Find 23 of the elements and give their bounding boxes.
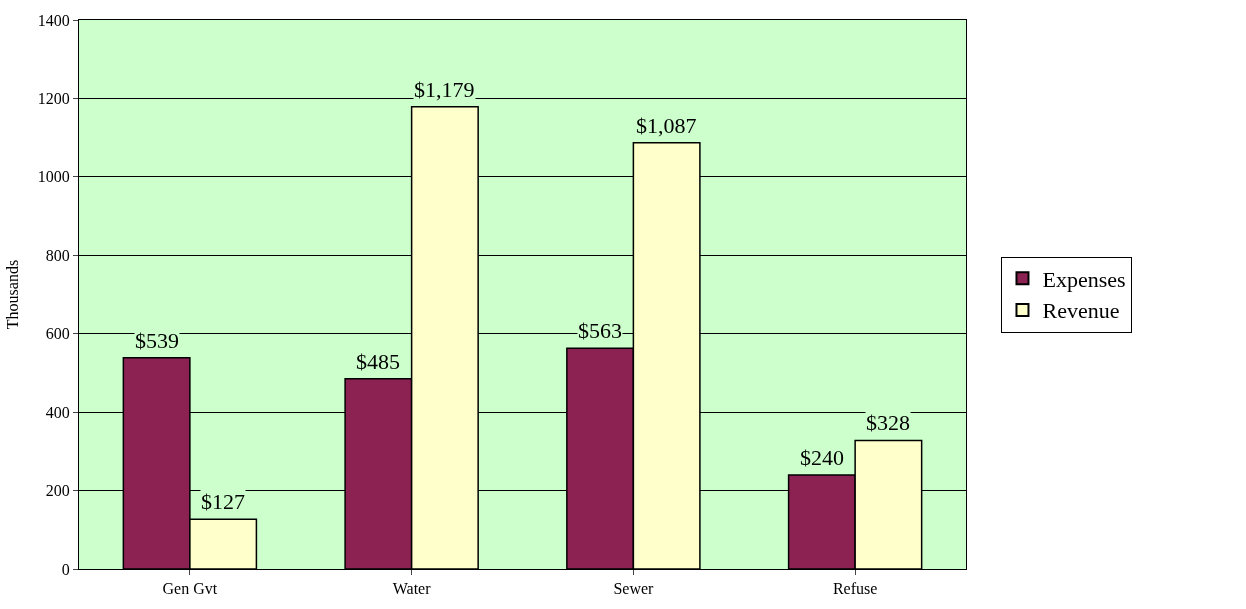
- y-axis-title: Thousands: [3, 259, 21, 330]
- y-tick-label: 800: [45, 246, 70, 264]
- x-tick-label: Refuse: [832, 580, 878, 598]
- y-tick-label: 0: [61, 560, 70, 578]
- legend-label: Revenue: [1042, 298, 1120, 324]
- legend-label: Expenses: [1042, 266, 1126, 292]
- data-label: $328: [866, 410, 910, 435]
- y-tick-label: 1000: [37, 168, 70, 186]
- y-tick-label: 400: [45, 403, 70, 421]
- data-label: $1,087: [636, 113, 697, 138]
- x-tick-label: Water: [392, 580, 432, 598]
- data-label: $563: [578, 318, 622, 343]
- data-label: $539: [135, 328, 179, 353]
- x-tick-label: Gen Gvt: [162, 580, 218, 598]
- y-tick-label: 1400: [37, 11, 70, 29]
- y-tick-label: 1200: [37, 90, 70, 108]
- y-tick-label: 600: [45, 325, 70, 343]
- data-label: $1,179: [414, 77, 475, 102]
- y-tick-label: 200: [45, 482, 70, 500]
- data-label: $485: [356, 349, 400, 374]
- data-label: $240: [800, 445, 844, 470]
- x-tick-label: Sewer: [613, 580, 655, 598]
- data-label: $127: [201, 489, 245, 514]
